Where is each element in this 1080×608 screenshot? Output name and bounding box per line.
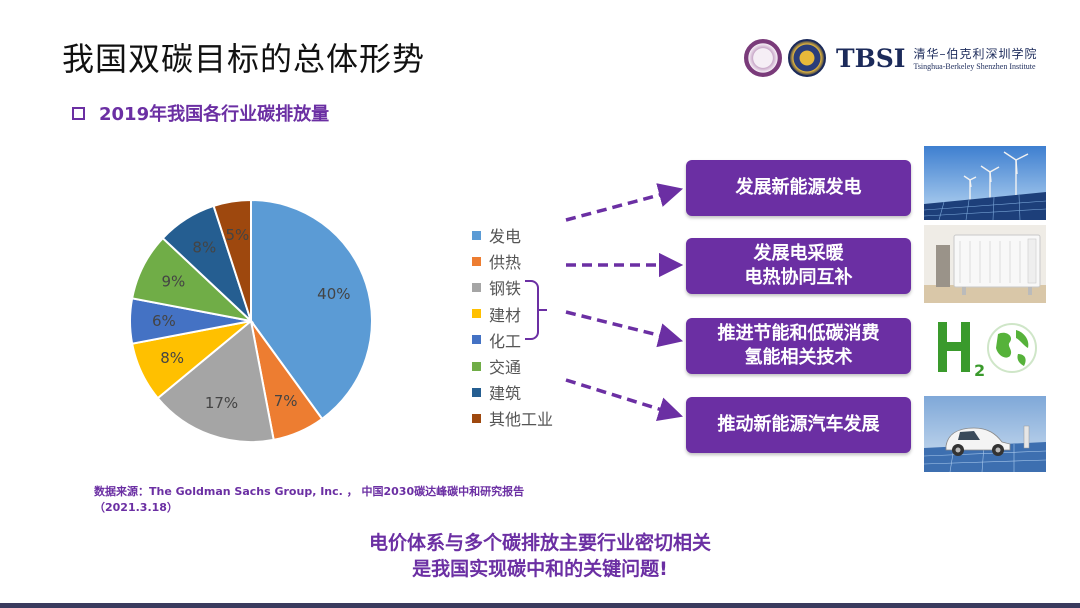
legend-label: 发电 (489, 227, 522, 247)
action-box-renewable-power: 发展新能源发电 (686, 160, 911, 216)
electric-car-image (924, 396, 1046, 472)
legend-label: 其他工业 (489, 410, 554, 430)
legend-swatch (472, 335, 481, 345)
legend-item: 化工 (472, 327, 553, 353)
legend-swatch (472, 361, 481, 371)
legend-label: 钢铁 (489, 279, 522, 299)
conclusion-line: 是我国实现碳中和的关键问题! (412, 558, 668, 581)
bottom-bar (0, 603, 1080, 608)
page-title: 我国双碳目标的总体形势 (62, 40, 426, 78)
conclusion-line: 电价体系与多个碳排放主要行业密切相关 (368, 532, 711, 554)
legend-label: 化工 (489, 331, 522, 351)
legend-swatch (472, 387, 481, 397)
action-text: 发展新能源发电 (735, 176, 862, 198)
legend-item: 建筑 (472, 379, 553, 405)
arrow-power (565, 183, 684, 222)
legend-item: 发电 (472, 222, 553, 248)
arrow-transport (565, 378, 684, 421)
tbsi-en-name: Tsinghua-Berkeley Shenzhen Institute (913, 62, 1036, 71)
legend-swatch (472, 309, 481, 319)
chart-legend: 发电供热钢铁建材化工交通建筑其他工业 (472, 222, 553, 432)
square-bullet-icon (72, 106, 85, 120)
h2-globe-image: 2 (924, 310, 1046, 388)
institution-logos: TBSI 清华–伯克利深圳学院 Tsinghua-Berkeley Shenzh… (744, 38, 1038, 78)
pie-data-label: 8% (192, 238, 216, 256)
berkeley-seal-icon (788, 39, 826, 77)
legend-label: 供热 (489, 253, 522, 273)
action-text: 推动新能源汽车发展 (717, 413, 880, 435)
action-text: 推进节能和低碳消费 (717, 322, 880, 344)
pie-data-label: 9% (161, 272, 185, 290)
action-text: 氢能相关技术 (744, 347, 853, 368)
arrow-industry (565, 310, 684, 348)
wind-turbines-solar-panels-image (924, 146, 1046, 220)
pie-slice (156, 319, 275, 443)
pie-data-label: 8% (160, 349, 184, 367)
tbsi-logo-text: TBSI (836, 43, 906, 73)
pie-data-label: 7% (274, 392, 298, 410)
electric-heater-image (924, 225, 1046, 303)
carbon-emission-pie-chart: 40% 7% 17% 8% 6% 9% 8% 5% (129, 198, 373, 443)
legend-label: 交通 (489, 358, 522, 378)
legend-item: 其他工业 (472, 405, 553, 431)
legend-item: 钢铁 (472, 274, 553, 300)
pie-data-label: 6% (152, 312, 176, 330)
tsinghua-seal-icon (744, 39, 782, 77)
section-subtitle: 2019年我国各行业碳排放量 (72, 100, 329, 126)
source-date: （2021.3.18） (94, 500, 178, 514)
tbsi-name: 清华–伯克利深圳学院 Tsinghua-Berkeley Shenzhen In… (913, 45, 1037, 71)
legend-item: 供热 (472, 248, 553, 274)
legend-swatch (472, 413, 481, 423)
legend-swatch (472, 230, 481, 240)
legend-swatch (472, 256, 481, 266)
action-box-electric-heating: 发展电采暖电热协同互补 (686, 238, 911, 294)
action-box-energy-saving: 推进节能和低碳消费 氢能相关技术 (686, 318, 911, 374)
industry-bracket (525, 280, 539, 340)
action-box-ev: 推动新能源汽车发展 (686, 397, 911, 453)
legend-swatch (472, 282, 481, 292)
legend-item: 建材 (472, 301, 553, 327)
pie-slice (250, 198, 373, 421)
tbsi-cn-name: 清华–伯克利深圳学院 (913, 47, 1038, 61)
pie-data-label: 17% (205, 394, 238, 412)
pie-data-label: 5% (225, 226, 249, 244)
legend-label: 建材 (489, 305, 522, 325)
legend-item: 交通 (472, 353, 553, 379)
data-source: 数据来源：The Goldman Sachs Group, Inc. ， 中国2… (94, 484, 524, 516)
legend-label: 建筑 (489, 384, 522, 404)
action-text: 发展电采暖 (753, 242, 844, 264)
pie-data-label: 40% (317, 285, 350, 303)
source-line: 数据来源：The Goldman Sachs Group, Inc. ， 中国2… (94, 485, 525, 498)
bracket-tick (539, 309, 547, 311)
subtitle-text: 2019年我国各行业碳排放量 (99, 104, 330, 125)
pie-slice (212, 198, 252, 322)
action-text: 电热协同互补 (744, 267, 853, 288)
svg-text:2: 2 (974, 361, 985, 380)
conclusion-text: 电价体系与多个碳排放主要行业密切相关 是我国实现碳中和的关键问题! (0, 530, 1080, 582)
